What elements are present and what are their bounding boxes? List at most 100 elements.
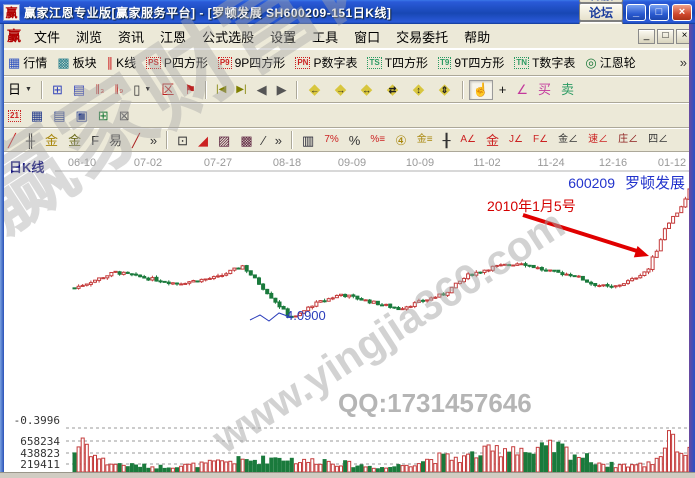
shift-right-button[interactable]: ◆ → [329,80,353,100]
next-bar-icon: ▶ [276,82,287,97]
gold-angle-button[interactable]: 金∠ [554,130,582,150]
j-angle-button[interactable]: J∠ [505,130,527,150]
t-square-button[interactable]: TS T四方形 [363,53,432,73]
percent-tool-button[interactable]: % [345,130,365,150]
p-table-button[interactable]: PN P数字表 [291,53,361,73]
calendar-button[interactable]: 21 [4,106,25,126]
percent-lines-button[interactable]: %≡ [366,130,389,150]
notes-button[interactable]: ▤ [49,106,69,126]
menu-item-工具[interactable]: 工具 [312,29,339,45]
9t-square-button[interactable]: T9 9T四方形 [434,53,508,73]
circle4-tool-button[interactable]: ④ [391,130,411,150]
bars-3-button[interactable]: ∥₃ [91,80,108,100]
bars-9-button[interactable]: ∥₉ [110,80,127,100]
zoom-vertical-button[interactable]: ◆ ↕ [407,80,431,100]
fan-lines-button[interactable]: ◢ [194,130,212,150]
data-import-button[interactable]: ⊠ [115,106,134,126]
candle [121,271,126,275]
info-view-button[interactable]: ▤ [69,80,89,100]
p-square-button[interactable]: PS P四方形 [142,53,212,73]
percent-retrace-button[interactable]: 7% [320,130,342,150]
data-export-button[interactable]: ⊞ [94,106,113,126]
more-row1-button[interactable]: » [676,53,691,73]
more-draw-2-button[interactable]: » [271,130,286,150]
flag-mark-button[interactable]: ⚑ [180,80,200,100]
chart-panel[interactable]: -0.3996 658234 438823 219411 06-10 07-02 07-27… [4,152,689,472]
save-button[interactable]: ▣ [72,106,92,126]
minimize-button[interactable]: _ [626,3,646,21]
calculator-button[interactable]: ▦ [27,106,47,126]
window-border-right[interactable] [689,24,695,472]
maximize-button[interactable]: □ [649,3,669,21]
bars-tool-button[interactable]: ▥ [298,130,318,150]
zoom-horizontal-button[interactable]: ◆ ↔ [355,80,379,100]
p-square-icon: PS [146,56,161,69]
prev-bar-button[interactable]: ◀ [253,80,271,100]
menu-item-窗口[interactable]: 窗口 [354,29,381,45]
sectors-button[interactable]: ▩ 板块 [53,53,100,73]
zhuang-angle-button[interactable]: 庄∠ [614,130,642,150]
quotes-button[interactable]: ▦ 行情 [4,53,51,73]
buy-mark-button[interactable]: 买 [534,80,555,100]
gold-grid-alt-button[interactable]: 金 [64,130,85,150]
pattern-box-button[interactable]: 区 [157,80,178,100]
hand-tool-button[interactable]: ☝ [468,79,493,100]
gold-grid-button[interactable]: 金 [41,130,62,150]
angle-tool-button[interactable]: ∠ [512,80,532,100]
volume-bar [527,452,532,472]
kline-button[interactable]: ∥ K线 [103,53,141,73]
menu-item-浏览[interactable]: 浏览 [76,29,103,45]
volume-bar [482,445,487,472]
forum-button[interactable]: 论坛 [579,3,623,21]
draw-pencil-button[interactable]: ╱ [4,130,20,150]
gann-box-button[interactable]: ⊡ [173,130,192,150]
menu-item-江恩[interactable]: 江恩 [160,29,187,45]
sell-mark-button[interactable]: 卖 [557,80,578,100]
compress-horizontal-button[interactable]: ◆ ⇄ [381,80,405,100]
t-table-button[interactable]: TN T数字表 [510,53,579,73]
more-draw-1-button[interactable]: » [146,130,161,150]
menu-item-文件[interactable]: 文件 [34,29,61,45]
mdi-minimize-button[interactable]: _ [638,28,655,44]
candle-pencil-button[interactable]: ╂ [439,130,455,150]
spiral-box-button[interactable]: ▩ [236,130,256,150]
candle-style-button[interactable]: ▯ ▼ [129,80,155,100]
menu-item-交易委托[interactable]: 交易委托 [396,29,449,45]
close-button[interactable]: × [672,3,692,21]
si-angle-button[interactable]: 四∠ [644,130,672,150]
gold-box-tool-button[interactable]: 金 [482,130,503,150]
f-angle-button[interactable]: F∠ [529,130,552,150]
menu-item-资讯[interactable]: 资讯 [118,29,145,45]
speed-angle-button[interactable]: 速∠ [584,130,612,150]
trend-line-button[interactable]: ∕ [259,130,269,150]
draw-pencil-2-button[interactable]: ╱ [128,130,144,150]
compress-vertical-button[interactable]: ◆ ⇕ [433,80,457,100]
9p-square-button[interactable]: P9 9P四方形 [214,53,289,73]
candle [412,302,417,307]
candle [527,264,532,267]
crosshair-tool-button[interactable]: + [495,80,511,100]
a-angle-button[interactable]: A∠ [456,130,480,150]
yi-tool-button[interactable]: 易 [105,130,126,150]
menu-item-公式选股[interactable]: 公式选股 [202,29,255,45]
period-day-button[interactable]: 日 ▼ [4,80,36,100]
grid-tool-button[interactable]: ╫ [22,130,39,150]
mdi-restore-button[interactable]: □ [657,28,674,44]
quotes-label: 行情 [23,56,48,70]
fan-box-button[interactable]: ▨ [214,130,234,150]
menu-item-帮助[interactable]: 帮助 [464,29,491,45]
candle [380,304,384,307]
first-page-button[interactable]: |◀ [212,80,230,100]
chart-window-button[interactable]: ⊞ [48,80,67,100]
gold-lines-button[interactable]: 金≡ [413,130,437,150]
menu-item-设置[interactable]: 设置 [270,29,297,45]
shift-left-button[interactable]: ◆ ← [303,80,327,100]
customer-service-button[interactable]: 客服 [579,0,623,3]
gann-wheel-button[interactable]: ◎ 江恩轮 [581,53,639,73]
last-page-button[interactable]: ▶| [232,80,250,100]
candle [113,270,118,273]
candle [244,265,249,272]
f-grid-button[interactable]: F [87,130,103,150]
next-bar-button[interactable]: ▶ [273,80,291,100]
